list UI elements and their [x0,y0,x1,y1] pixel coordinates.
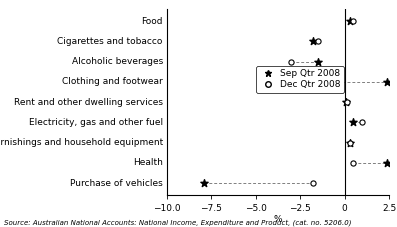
Text: Clothing and footwear: Clothing and footwear [62,77,163,86]
Dec Qtr 2008 [359,121,366,124]
Dec Qtr 2008 [344,100,351,104]
Sep Qtr 2008 [309,40,316,43]
Text: Health: Health [133,158,163,167]
Sep Qtr 2008 [347,19,353,23]
Sep Qtr 2008 [343,100,349,104]
Sep Qtr 2008 [347,141,353,144]
Dec Qtr 2008 [309,181,316,185]
Dec Qtr 2008 [347,141,353,144]
Text: Cigarettes and tobacco: Cigarettes and tobacco [58,37,163,46]
Dec Qtr 2008 [350,161,357,165]
Dec Qtr 2008 [309,80,316,84]
Text: Furnishings and household equipment: Furnishings and household equipment [0,138,163,147]
Sep Qtr 2008 [315,60,321,64]
Legend: Sep Qtr 2008, Dec Qtr 2008: Sep Qtr 2008, Dec Qtr 2008 [256,66,344,93]
Text: Purchase of vehicles: Purchase of vehicles [70,179,163,188]
Text: Alcoholic beverages: Alcoholic beverages [71,57,163,66]
Sep Qtr 2008 [201,181,207,185]
Sep Qtr 2008 [384,161,391,165]
X-axis label: %: % [274,215,282,224]
Dec Qtr 2008 [315,40,321,43]
Dec Qtr 2008 [288,60,295,64]
Dec Qtr 2008 [350,19,357,23]
Text: Rent and other dwelling services: Rent and other dwelling services [14,98,163,107]
Text: Electricity, gas and other fuel: Electricity, gas and other fuel [29,118,163,127]
Sep Qtr 2008 [384,80,391,84]
Sep Qtr 2008 [350,121,357,124]
Text: Food: Food [141,17,163,26]
Text: Source: Australian National Accounts: National Income, Expenditure and Product, : Source: Australian National Accounts: Na… [4,219,351,226]
